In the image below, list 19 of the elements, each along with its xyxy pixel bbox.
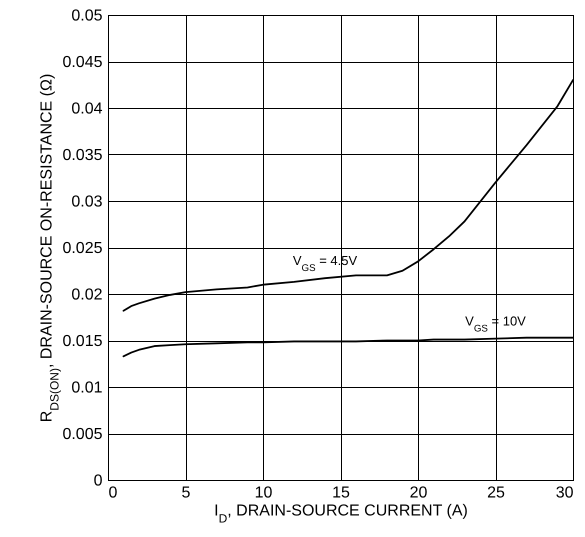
x-tick-label: 10 xyxy=(254,484,272,502)
x-tick-label: 25 xyxy=(487,484,505,502)
y-tick-label: 0.045 xyxy=(62,54,103,71)
y-tick-label: 0.01 xyxy=(71,380,103,396)
x-tick-label: 5 xyxy=(182,484,191,502)
x-axis-title: I$_{D}$, DRAIN-SOURCE CURRENT (A) xyxy=(214,502,468,526)
y-tick-label: 0.05 xyxy=(71,8,103,24)
y-tick-label: 0.005 xyxy=(62,426,103,443)
y-tick-label: 0.015 xyxy=(62,333,103,350)
y-tick-label: 0 xyxy=(94,472,103,490)
y-tick-label: 0.025 xyxy=(62,240,103,257)
x-tick-label: 30 xyxy=(556,484,574,502)
x-tick-label: 20 xyxy=(410,484,428,502)
y-tick-label: 0.02 xyxy=(71,286,103,304)
y-tick-label: 0.03 xyxy=(71,194,103,210)
x-tick-label: 0 xyxy=(108,484,118,502)
y-tick-label: 0.035 xyxy=(62,147,103,164)
y-tick-label: 0.04 xyxy=(71,100,103,118)
x-tick-label: 15 xyxy=(332,484,350,502)
